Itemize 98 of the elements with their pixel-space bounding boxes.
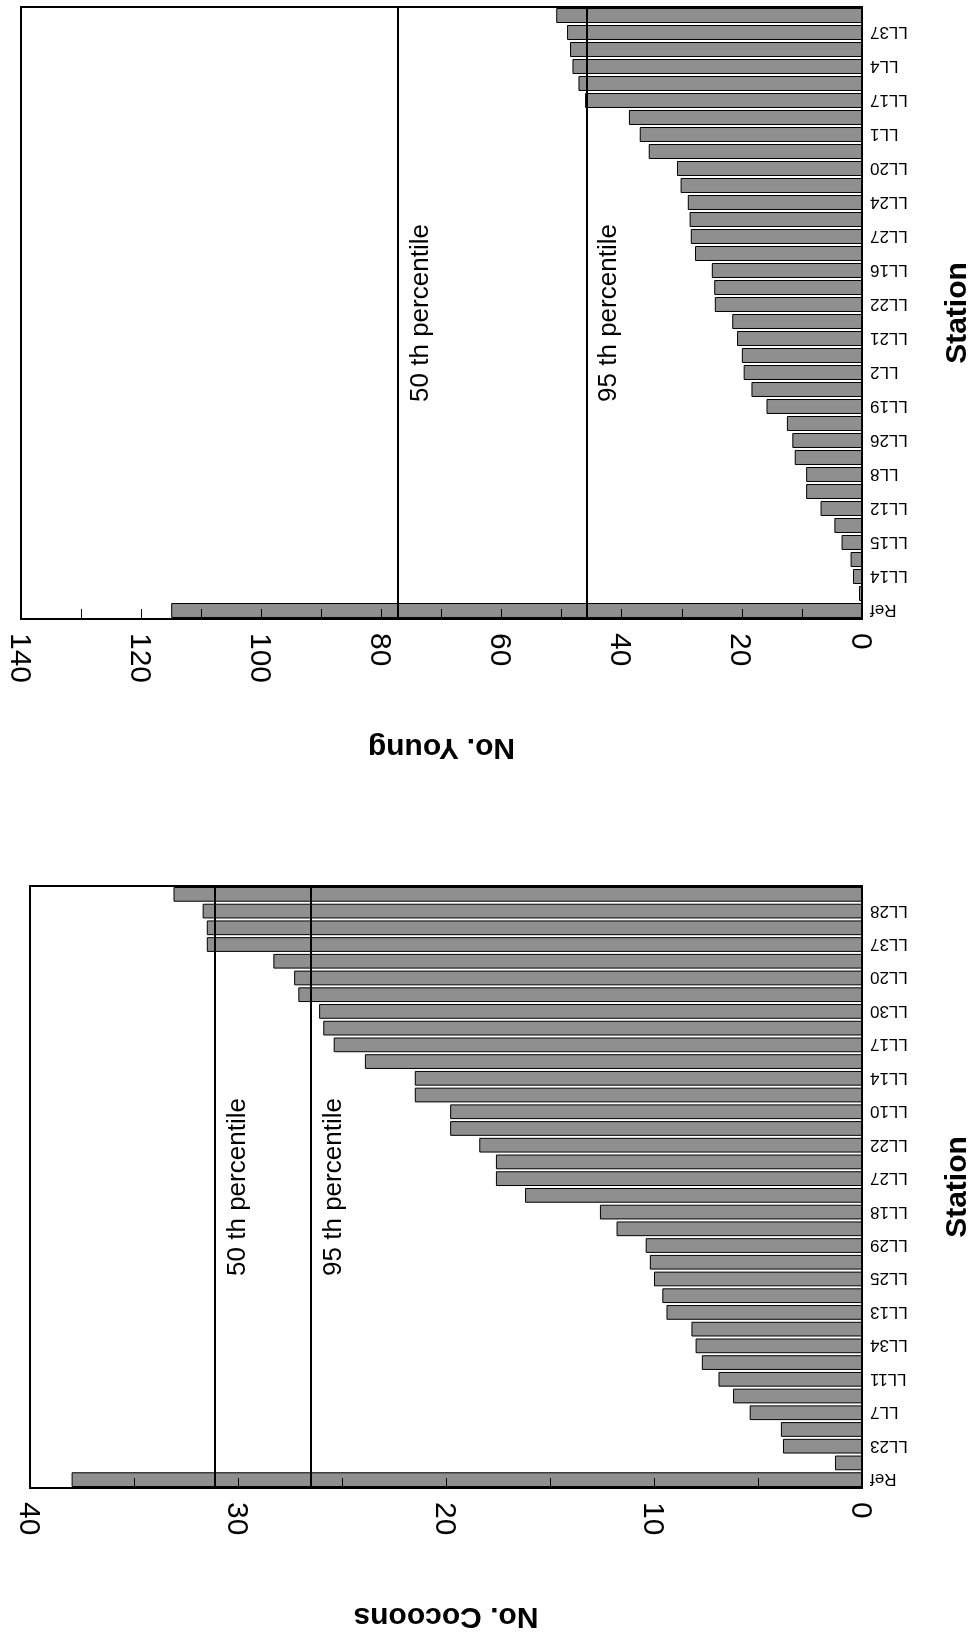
y-tick-label: LL10	[870, 1102, 908, 1122]
y-tick-label: LL37	[870, 23, 908, 42]
y-tick-label: LL12	[870, 499, 908, 518]
y-tick-label: LL26	[870, 431, 908, 450]
bar	[666, 1305, 862, 1320]
bar	[850, 552, 862, 567]
bar	[741, 348, 862, 363]
bar	[786, 416, 862, 431]
bar	[628, 110, 862, 125]
y-tick-label: LL13	[870, 1302, 908, 1322]
ref-line-label: 95 th percentile	[316, 1098, 347, 1276]
y-tick-label: LL18	[870, 1202, 908, 1222]
bar	[364, 1054, 862, 1069]
x-tick-label: 20	[725, 633, 759, 667]
bar	[766, 399, 862, 414]
bar	[820, 501, 862, 516]
bar	[414, 1070, 862, 1086]
y-tick-label: LL37	[870, 935, 908, 955]
bar	[714, 297, 862, 312]
y-axis-title: Station	[938, 262, 972, 364]
bar	[780, 1422, 862, 1437]
bar	[695, 246, 862, 261]
bar	[718, 1371, 862, 1387]
bar	[639, 127, 862, 142]
x-tick-label: 30	[221, 1502, 255, 1536]
ref-line-label: 50 th percentile	[221, 1098, 252, 1276]
y-tick-label: LL34	[870, 1336, 908, 1356]
bar	[737, 331, 862, 346]
x-axis-title: No. Young	[367, 732, 516, 766]
bar	[834, 518, 862, 533]
y-tick-label: LL27	[870, 227, 908, 246]
y-tick-label: LL2	[870, 363, 899, 382]
x-tick-label: 40	[605, 633, 639, 667]
y-tick-label: LL16	[870, 261, 908, 280]
y-tick-label: LL8	[870, 465, 899, 484]
y-tick-label: Ref	[869, 601, 897, 620]
bar	[689, 212, 862, 227]
bar	[525, 1188, 862, 1203]
y-tick-label: LL22	[870, 295, 908, 314]
bar	[676, 161, 862, 176]
y-tick-label: LL23	[870, 1436, 908, 1456]
bar	[319, 1004, 862, 1019]
x-tick-label: 140	[4, 633, 38, 684]
bar	[751, 382, 862, 397]
bar	[648, 144, 862, 159]
bar	[701, 1355, 862, 1370]
y-tick-label: LL11	[870, 1369, 907, 1389]
bar	[690, 229, 862, 244]
y-tick-label: LL7	[870, 1403, 899, 1423]
ref-line-label: 50 th percentile	[403, 224, 434, 402]
y-tick-label: LL14	[870, 1068, 908, 1088]
y-axis-title: Station	[938, 1136, 972, 1238]
x-tick-label: 80	[364, 633, 398, 667]
y-tick-label: LL30	[870, 1001, 908, 1021]
x-tick-label: 60	[485, 633, 519, 667]
y-tick-label: Ref	[869, 1470, 897, 1490]
y-tick-label: LL20	[870, 968, 908, 988]
bar	[495, 1171, 862, 1186]
y-tick-label: LL27	[870, 1169, 908, 1189]
x-tick-label: 120	[124, 633, 158, 684]
bar	[743, 365, 862, 380]
y-tick-label: LL28	[870, 901, 908, 921]
x-tick-label: 0	[845, 633, 879, 650]
x-axis-title: No. Cocoons	[353, 1601, 539, 1635]
y-tick-label: LL19	[870, 397, 908, 416]
bar	[680, 178, 862, 193]
y-tick-label: LL25	[870, 1269, 908, 1289]
bar	[645, 1238, 862, 1253]
y-tick-label: LL22	[870, 1135, 908, 1155]
bar	[859, 586, 862, 601]
bar	[841, 535, 862, 550]
bar	[714, 280, 862, 295]
x-tick-label: 40	[13, 1502, 47, 1536]
y-tick-label: LL17	[870, 1035, 908, 1055]
y-tick-label: LL20	[870, 159, 908, 178]
bar	[852, 569, 862, 584]
x-tick-label: 10	[637, 1502, 671, 1536]
ref-line-label: 95 th percentile	[592, 224, 623, 402]
y-tick-label: LL1	[870, 125, 899, 144]
y-tick-label: LL4	[870, 57, 899, 76]
bar	[794, 450, 862, 465]
y-tick-label: LL29	[870, 1236, 908, 1256]
x-tick-label: 20	[429, 1502, 463, 1536]
bar	[711, 263, 862, 278]
y-tick-label: LL17	[870, 91, 908, 110]
y-tick-label: LL14	[870, 567, 908, 586]
bar	[792, 433, 862, 448]
x-tick-label: 100	[244, 633, 278, 684]
bar	[806, 467, 862, 482]
bar	[687, 195, 862, 210]
bar	[732, 314, 862, 329]
y-tick-label: LL24	[870, 193, 908, 212]
bar	[662, 1288, 862, 1304]
y-tick-label: LL21	[870, 329, 908, 348]
bar	[450, 1121, 862, 1136]
y-tick-label: LL15	[870, 533, 908, 552]
x-tick-label: 0	[845, 1502, 879, 1519]
bar	[806, 484, 862, 499]
